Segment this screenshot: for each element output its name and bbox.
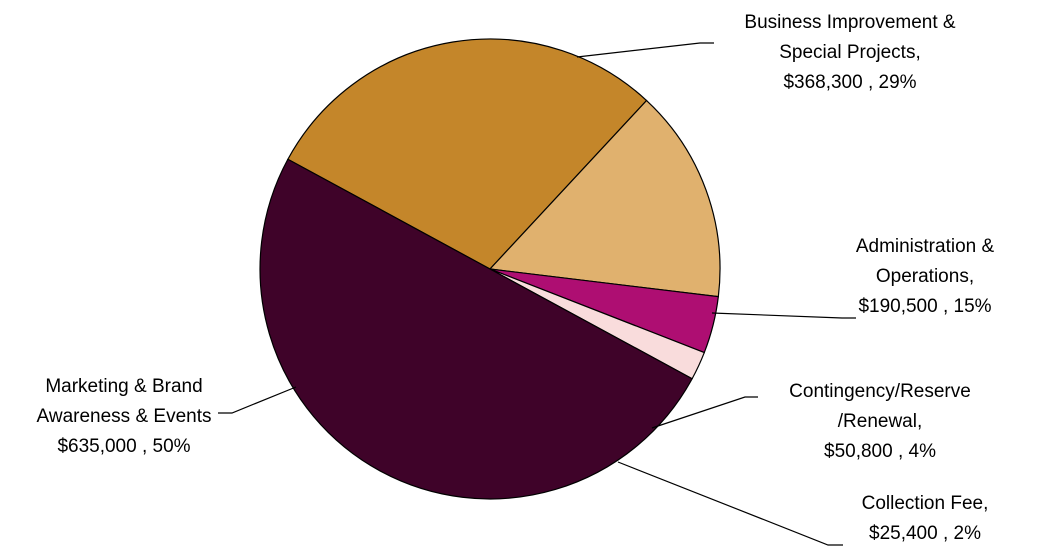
- slice-label-business-improvement-special-projects: Business Improvement & Special Projects, $…: [744, 12, 956, 93]
- slice-label-marketing-brand-awareness-events: Marketing & Brand Awareness & Events $635,…: [37, 376, 212, 457]
- slice-label-line: Awareness & Events: [37, 406, 212, 427]
- pie-slices: [259, 38, 721, 500]
- leader-line-contingency-reserve-renewal: [651, 396, 758, 429]
- slice-label-line: $635,000 , 50%: [57, 436, 190, 457]
- leader-line-administration-operations: [711, 312, 856, 319]
- pie-slice-business-improvement-special-projects: [287, 38, 648, 270]
- leader-lines: [218, 42, 856, 546]
- slice-label-line: Special Projects,: [779, 42, 921, 63]
- slice-label-line: $25,400 , 2%: [869, 523, 981, 544]
- slice-label-line: Collection Fee,: [862, 493, 989, 514]
- slice-label-administration-operations: Administration & Operations, $190,500 , 15…: [856, 236, 995, 317]
- leader-line-collection-fee: [617, 461, 843, 546]
- slice-labels: Business Improvement & Special Projects, $…: [37, 12, 995, 544]
- slice-label-line: $190,500 , 15%: [858, 296, 991, 317]
- slice-label-line: /Renewal,: [838, 411, 923, 432]
- slice-label-line: Contingency/Reserve: [789, 381, 971, 402]
- slice-label-line: Business Improvement &: [744, 12, 956, 33]
- pie-slice-marketing-brand-awareness-events: [259, 158, 693, 500]
- pie-slice-administration-operations: [488, 99, 721, 298]
- slice-label-line: Operations,: [876, 266, 974, 287]
- slice-label-line: Marketing & Brand: [45, 376, 202, 397]
- slice-label-collection-fee: Collection Fee, $25,400 , 2%: [862, 493, 989, 544]
- slice-label-line: $50,800 , 4%: [824, 441, 936, 462]
- slice-label-line: $368,300 , 29%: [783, 72, 916, 93]
- slice-label-line: Administration &: [856, 236, 995, 257]
- slice-label-contingency-reserve-renewal: Contingency/Reserve/Renewal, $50,800 , 4%: [789, 381, 971, 462]
- leader-line-business-improvement-special-projects: [576, 42, 714, 58]
- leader-line-marketing-brand-awareness-events: [218, 386, 297, 414]
